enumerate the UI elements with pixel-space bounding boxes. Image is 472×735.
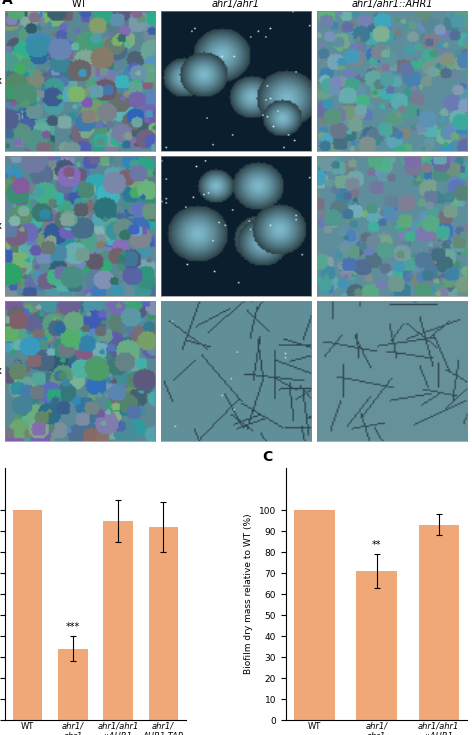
Text: ahr1/ahr1::AHR1: ahr1/ahr1::AHR1	[352, 0, 433, 9]
Text: WT: WT	[72, 0, 88, 9]
Bar	[419, 525, 459, 720]
Bar	[58, 649, 87, 720]
Bar	[356, 571, 397, 720]
Text: 20x: 20x	[0, 76, 2, 86]
Y-axis label: Biofilm dry mass relative to WT (%): Biofilm dry mass relative to WT (%)	[244, 514, 253, 675]
Text: 40x: 40x	[0, 220, 2, 231]
Text: 40x: 40x	[0, 366, 2, 376]
Text: **: **	[372, 540, 381, 550]
Bar	[294, 510, 335, 720]
Bar	[149, 527, 178, 720]
Text: A: A	[2, 0, 13, 7]
Text: ahr1/ahr1: ahr1/ahr1	[212, 0, 260, 9]
Bar	[13, 510, 42, 720]
Text: ***: ***	[66, 622, 80, 632]
Text: C: C	[262, 451, 272, 465]
Bar	[103, 520, 133, 720]
